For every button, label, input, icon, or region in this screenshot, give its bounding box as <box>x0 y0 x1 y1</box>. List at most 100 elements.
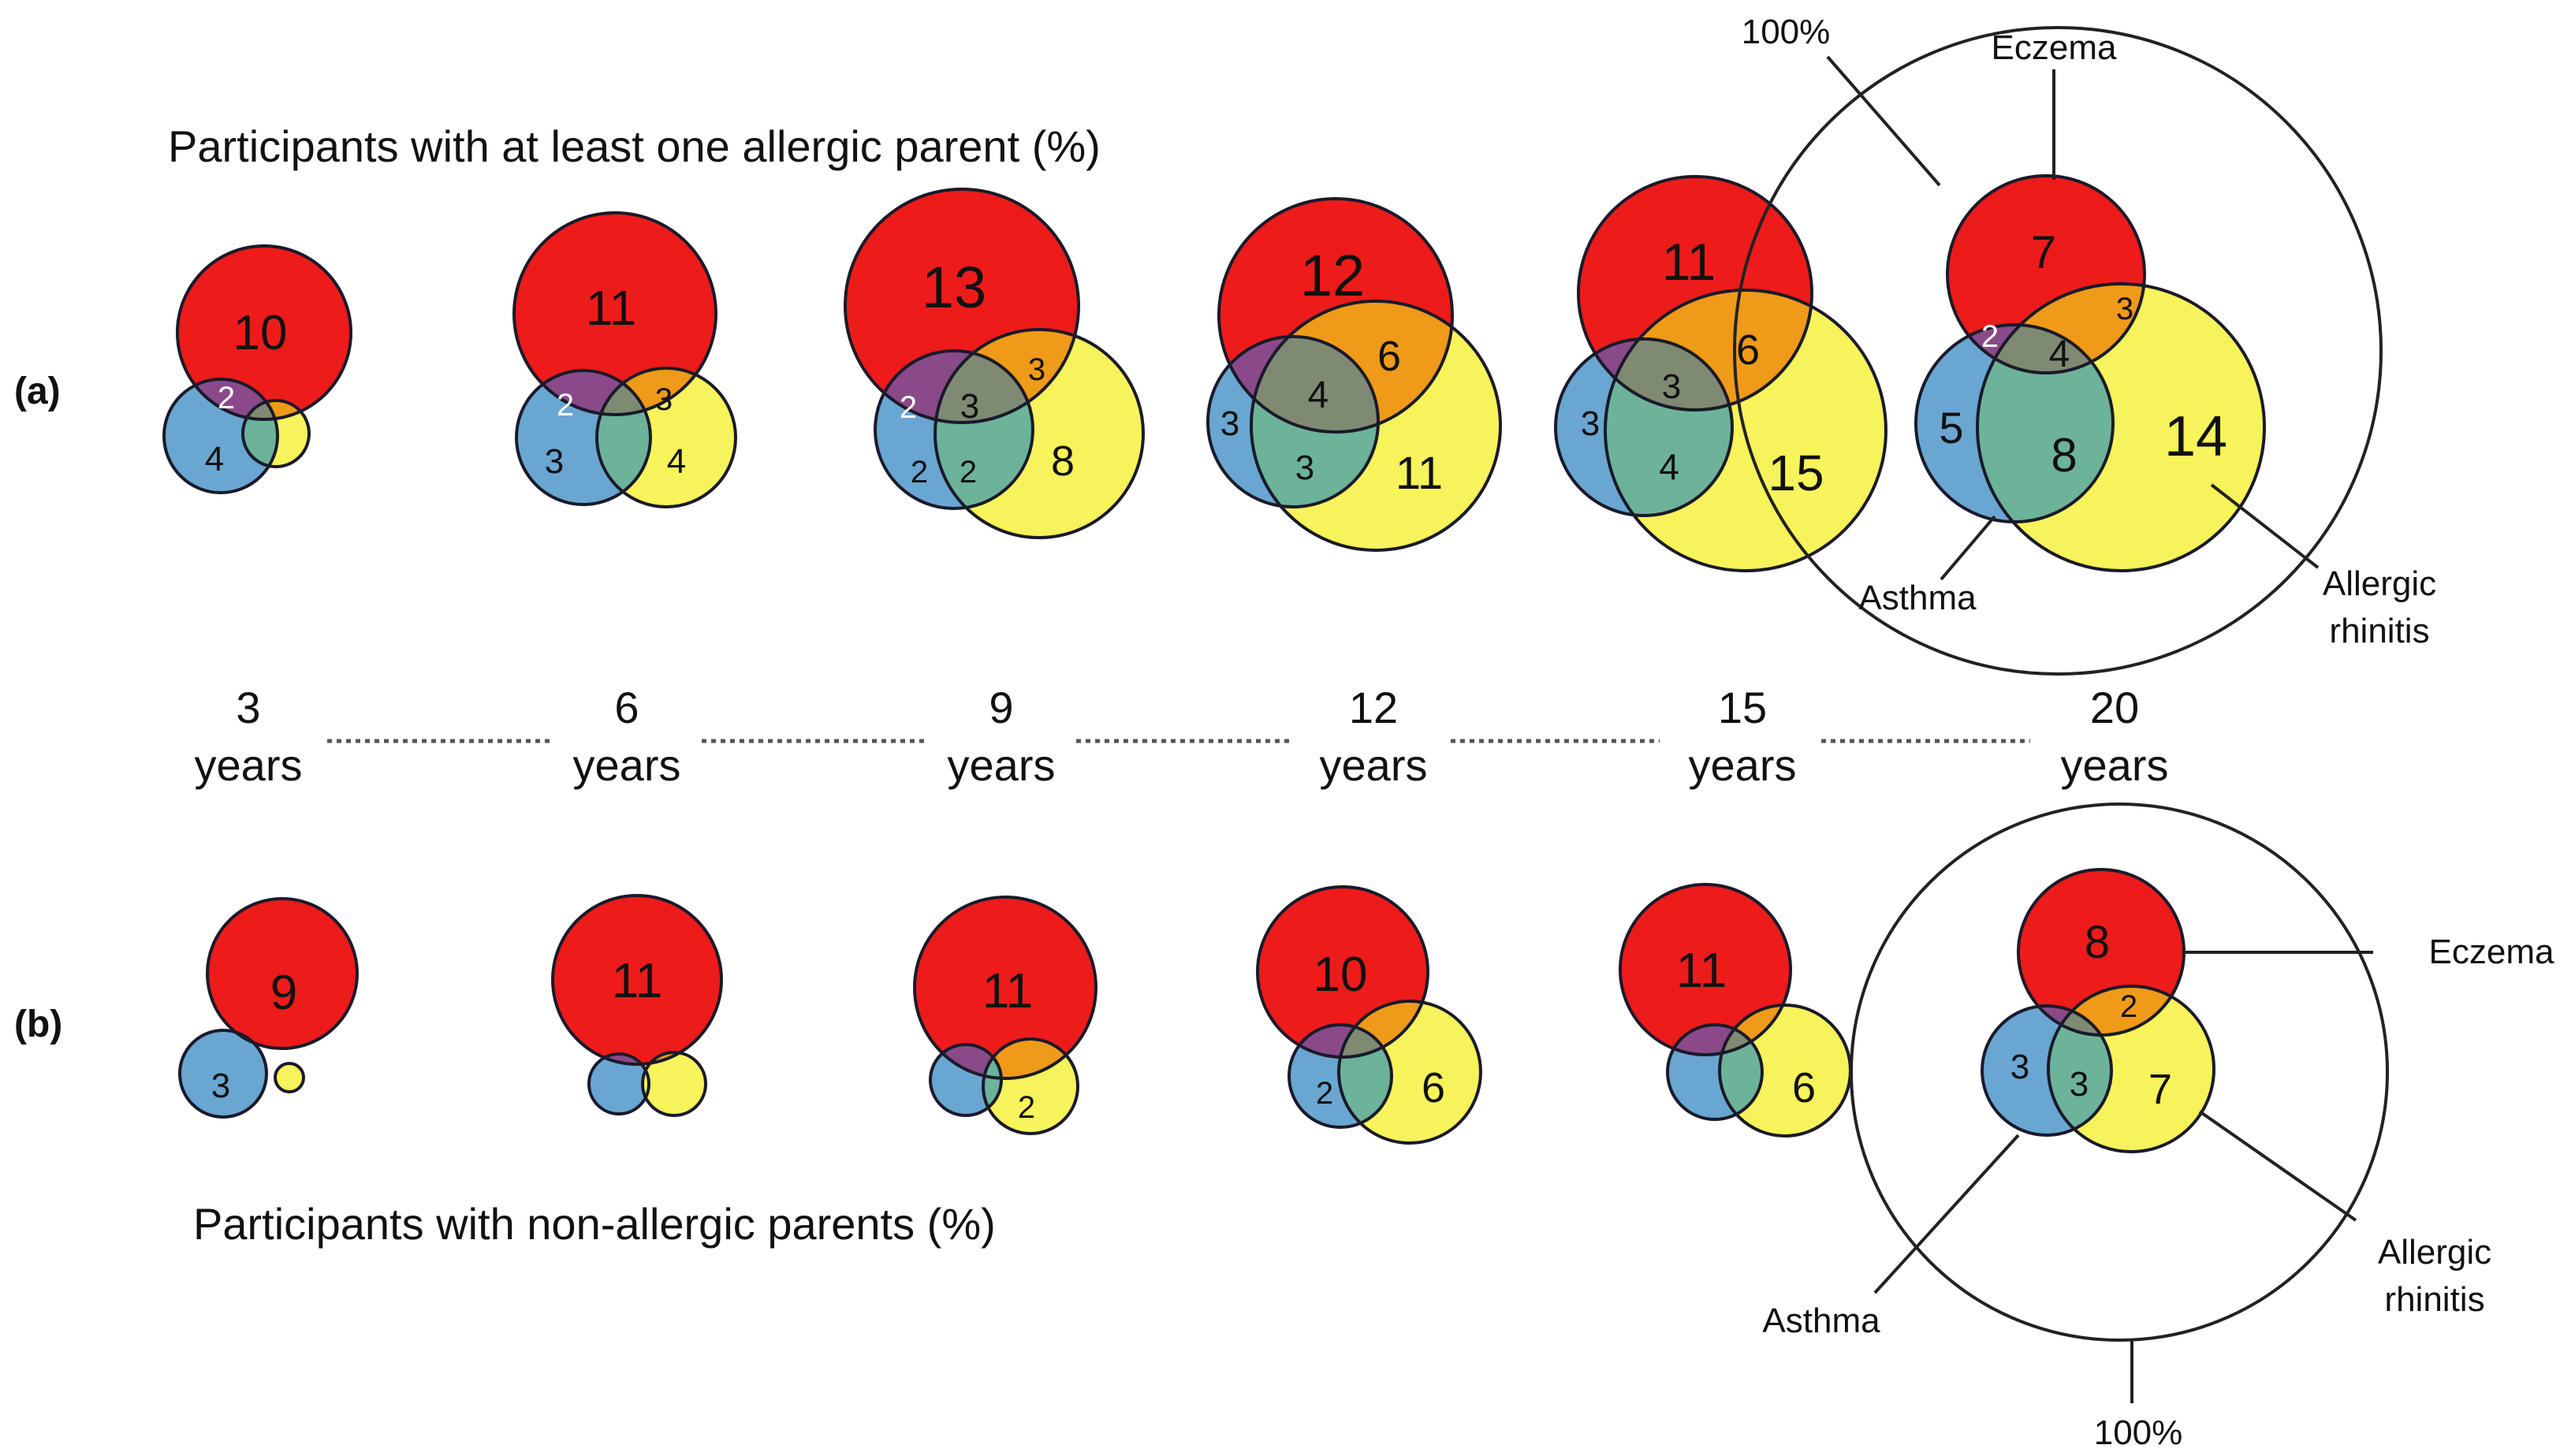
a9-eczema-value: 13 <box>922 255 986 320</box>
eczema-circle <box>553 896 721 1064</box>
rhinitis-outline <box>1250 300 1502 552</box>
a3-eczema-asthma-value: 2 <box>218 381 235 415</box>
a12-all-three-value: 4 <box>1308 374 1329 416</box>
age-label-3-num: 3 <box>236 683 260 732</box>
age-label-9-unit: years <box>948 740 1056 790</box>
a15-asthma-rhinitis-value: 4 <box>1659 446 1679 487</box>
a15-all-three-value: 3 <box>1662 367 1681 406</box>
eczema-outline <box>1946 174 2146 374</box>
eczema-outline <box>1256 885 1429 1059</box>
b15-eczema-value: 11 <box>1676 944 1727 998</box>
all-three-overlap <box>597 371 650 415</box>
panel-a-label: (a) <box>14 371 61 412</box>
venn-b-9yr: 11 2 <box>913 896 1097 1135</box>
eczema-outline <box>844 188 1080 424</box>
callout-rhinitis-top-l2: rhinitis <box>2329 612 2429 650</box>
age-label-3-unit: years <box>195 740 303 790</box>
a20-all-three-value: 4 <box>2049 333 2070 375</box>
b9-eczema-value: 11 <box>982 964 1033 1018</box>
callout-hundred-top: 100% <box>1742 13 1831 51</box>
rhinitis-outline <box>274 1062 305 1093</box>
venn-b-12yr: 10 2 6 <box>1256 885 1482 1145</box>
asthma-outline <box>515 369 652 506</box>
age-label-6-unit: years <box>573 740 681 790</box>
rhinitis-circle <box>275 1063 304 1092</box>
venn-b-3yr: 9 3 <box>178 897 359 1119</box>
asthma-outline <box>874 349 1034 510</box>
a20-eczema-rhinitis-value: 3 <box>2116 292 2133 326</box>
eczema-outline <box>512 211 717 416</box>
asthma-outline <box>587 1052 650 1115</box>
venn-a-12yr: 12 4 6 3 3 11 <box>1206 197 1502 552</box>
a20-rhinitis-value: 14 <box>2164 405 2227 468</box>
eczema-outline <box>176 244 352 421</box>
hundred-percent-circle <box>1850 802 2389 1342</box>
a20-eczema-value: 7 <box>2031 227 2056 278</box>
a3-eczema-value: 10 <box>233 306 288 360</box>
hundred-percent-circle <box>1733 26 2383 676</box>
a6-eczema-rhinitis-value: 3 <box>655 382 673 417</box>
age-label-6-num: 6 <box>614 683 639 732</box>
asthma-outline <box>1206 335 1380 508</box>
rhinitis-outline <box>241 399 311 468</box>
a9-asthma-rhinitis-value: 2 <box>960 455 977 490</box>
a15-rhinitis-value: 15 <box>1768 445 1824 501</box>
callout-rhinitis-bottom-l1: Allergic <box>2378 1233 2491 1272</box>
age-label-12-unit: years <box>1320 740 1428 790</box>
eczema-circle <box>915 897 1096 1078</box>
asthma-outline <box>929 1043 1003 1117</box>
b20-asthma-rhinitis-value: 3 <box>2070 1065 2089 1104</box>
eczema-circle <box>1620 884 1791 1055</box>
callout-eczema-bottom: Eczema <box>2429 933 2555 971</box>
a9-eczema-asthma-value: 2 <box>900 390 917 425</box>
a12-eczema-rhinitis-value: 6 <box>1377 333 1401 380</box>
b12-rhinitis-value: 6 <box>1422 1064 1445 1112</box>
callout-line-asthma-bottom <box>1873 1134 2020 1294</box>
age-label-20-unit: years <box>2061 740 2169 790</box>
eczema-circle <box>514 213 716 415</box>
asthma-outline <box>1554 337 1734 517</box>
all-three-overlap <box>1977 325 2113 373</box>
callout-asthma-top: Asthma <box>1858 579 1977 617</box>
asthma-circle <box>589 1054 649 1114</box>
venn-a-6yr: 11 2 3 3 4 <box>512 211 737 508</box>
rhinitis-outline <box>982 1037 1079 1135</box>
callout-eczema-top: Eczema <box>1992 28 2117 67</box>
venn-a-9yr: 13 2 3 3 2 2 8 <box>844 188 1145 539</box>
b15-rhinitis-value: 6 <box>1792 1064 1816 1112</box>
a9-asthma-value: 2 <box>911 455 928 490</box>
b6-eczema-value: 11 <box>612 954 662 1008</box>
b20-rhinitis-value: 7 <box>2148 1066 2172 1113</box>
a20-asthma-rhinitis-value: 8 <box>2051 429 2077 482</box>
age-label-15-num: 15 <box>1718 683 1767 732</box>
b20-eczema-rhinitis-value: 2 <box>2120 989 2137 1024</box>
age-axis: 3 years 6 years 9 years 12 years 15 year… <box>195 683 2169 790</box>
all-three-overlap <box>2048 1006 2111 1035</box>
all-three-overlap <box>935 351 1033 423</box>
callout-rhinitis-bottom-l2: rhinitis <box>2384 1280 2484 1319</box>
asthma-outline <box>1288 1023 1393 1129</box>
all-three-overlap <box>243 400 278 419</box>
a12-rhinitis-value: 11 <box>1396 448 1443 499</box>
eczema-outline <box>206 897 359 1050</box>
eczema-rhinitis-overlap <box>1720 1005 1791 1055</box>
eczema-outline <box>1577 175 1813 411</box>
a6-rhinitis-value: 4 <box>667 442 686 481</box>
eczema-outline <box>913 896 1097 1080</box>
a9-eczema-rhinitis-value: 3 <box>1028 352 1045 387</box>
b12-eczema-value: 10 <box>1314 948 1368 1002</box>
asthma-outline <box>178 1029 268 1119</box>
rhinitis-outline <box>1337 1000 1482 1145</box>
a6-eczema-value: 11 <box>586 281 636 336</box>
a9-all-three-value: 3 <box>960 387 979 426</box>
asthma-circle <box>180 1030 266 1117</box>
venn-b-6yr: 11 <box>551 894 723 1117</box>
a20-eczema-asthma-value: 2 <box>1981 319 1999 354</box>
age-label-9-num: 9 <box>989 683 1013 732</box>
eczema-outline <box>1619 883 1792 1056</box>
rhinitis-outline <box>641 1051 707 1117</box>
eczema-circle <box>207 899 357 1048</box>
a12-asthma-value: 3 <box>1220 404 1239 443</box>
callout-line-rhinitis-bottom <box>2198 1110 2357 1222</box>
